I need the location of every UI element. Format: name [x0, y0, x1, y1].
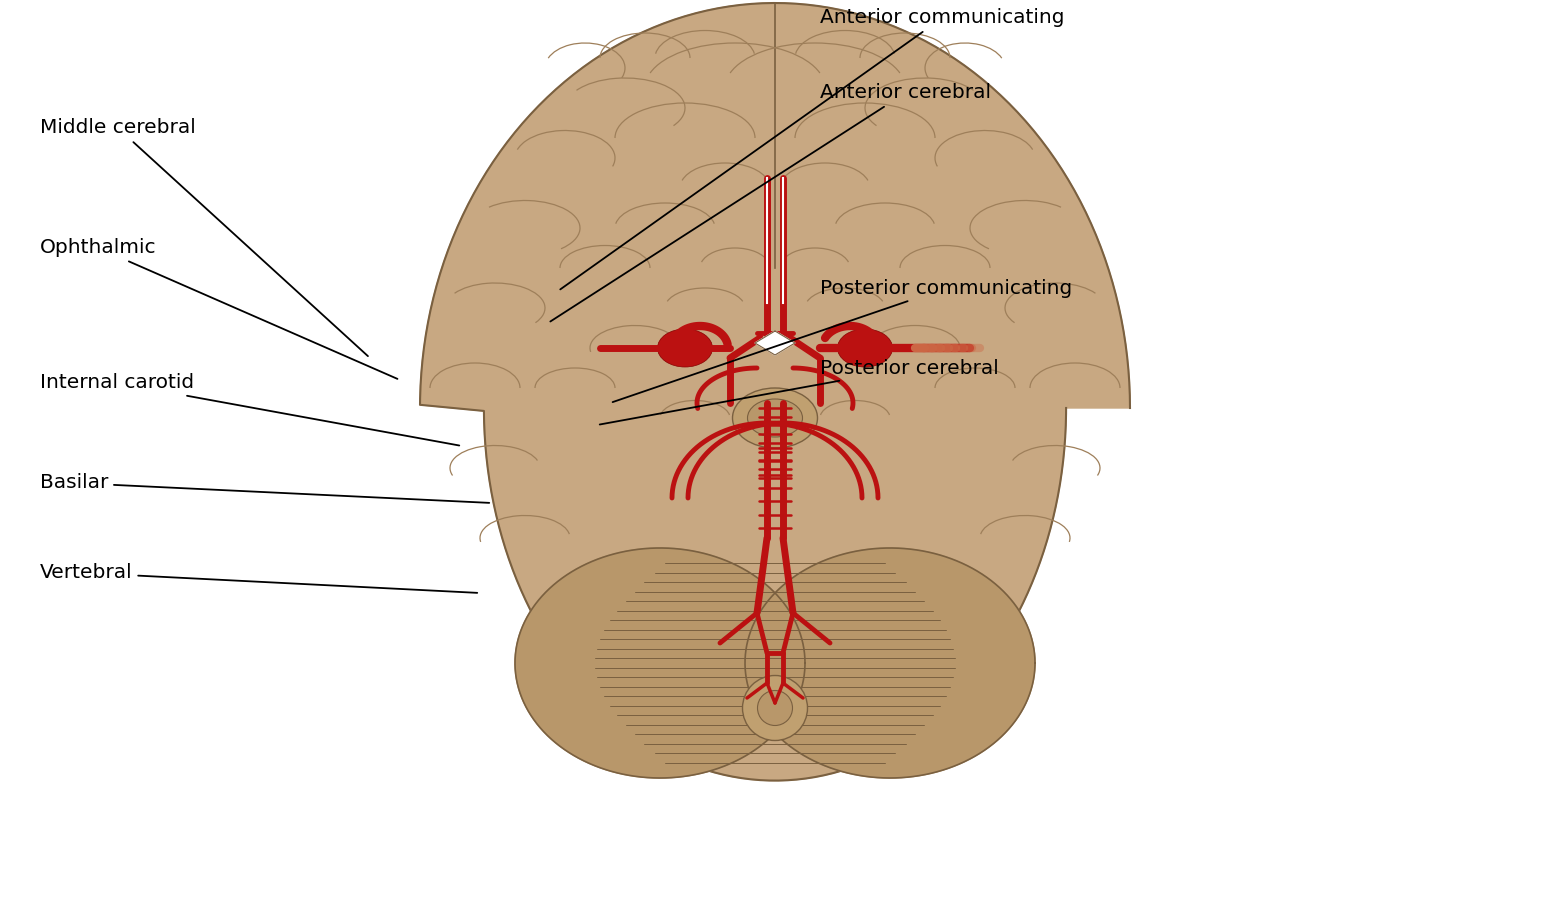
- Ellipse shape: [758, 690, 792, 726]
- Text: Internal carotid: Internal carotid: [40, 373, 459, 446]
- Text: Middle cerebral: Middle cerebral: [40, 119, 367, 356]
- Text: Posterior communicating: Posterior communicating: [612, 278, 1073, 402]
- Text: Ophthalmic: Ophthalmic: [40, 238, 397, 379]
- Polygon shape: [420, 3, 1130, 781]
- Ellipse shape: [747, 399, 803, 437]
- Polygon shape: [746, 548, 1035, 778]
- Text: Anterior communicating: Anterior communicating: [560, 8, 1065, 289]
- Text: Posterior cerebral: Posterior cerebral: [600, 359, 998, 425]
- Ellipse shape: [657, 329, 713, 367]
- Text: Basilar: Basilar: [40, 474, 490, 503]
- Ellipse shape: [733, 388, 817, 448]
- Polygon shape: [515, 548, 804, 778]
- Polygon shape: [755, 331, 795, 355]
- Ellipse shape: [837, 329, 893, 367]
- Text: Vertebral: Vertebral: [40, 563, 477, 593]
- Text: Anterior cerebral: Anterior cerebral: [550, 83, 990, 321]
- Ellipse shape: [742, 676, 808, 740]
